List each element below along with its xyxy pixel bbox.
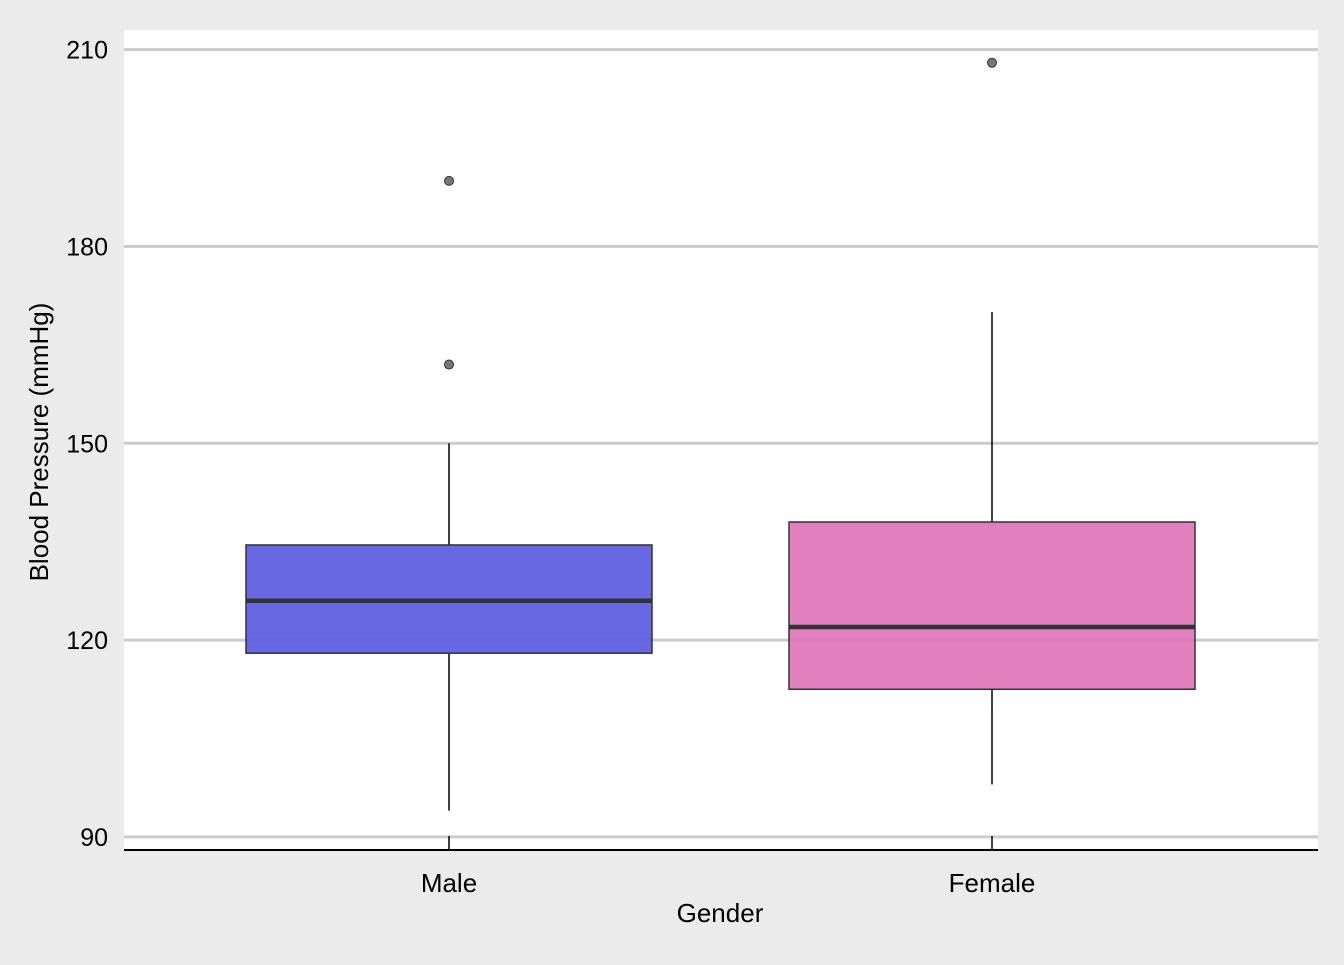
outlier-point	[988, 58, 997, 67]
outlier-point	[445, 176, 454, 185]
iqr-box	[789, 522, 1195, 689]
y-tick-label: 90	[80, 824, 108, 852]
y-axis-title: Blood Pressure (mmHg)	[24, 303, 54, 582]
x-tick-label: Male	[421, 868, 477, 898]
x-axis-title: Gender	[677, 898, 764, 928]
plot-panel	[124, 30, 1318, 850]
x-tick-label: Female	[949, 868, 1036, 898]
y-tick-labels: 90 120 150 180 210	[66, 37, 108, 852]
y-tick-label: 150	[66, 430, 108, 458]
y-tick-label: 180	[66, 233, 108, 261]
y-tick-label: 210	[66, 37, 108, 65]
y-tick-label: 120	[66, 627, 108, 655]
outlier-point	[445, 360, 454, 369]
